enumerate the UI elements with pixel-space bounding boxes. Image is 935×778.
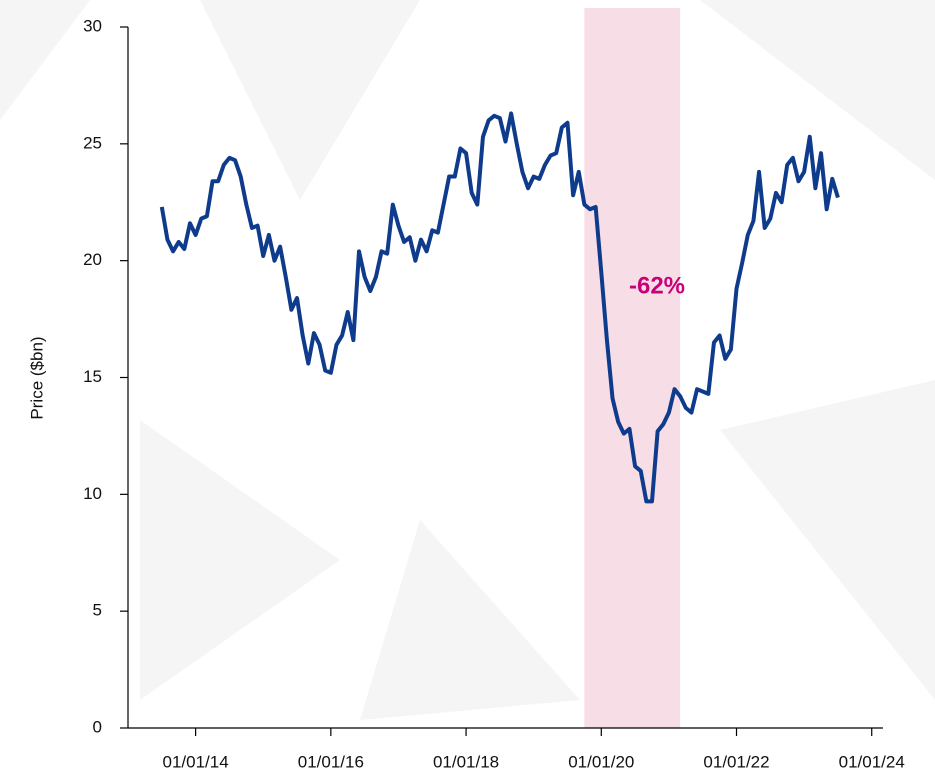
x-tick-label: 01/01/14 [163, 752, 229, 771]
y-tick-label: 25 [83, 133, 102, 152]
decor-shape [140, 420, 340, 700]
lines: -62% [159, 111, 840, 504]
x-tick-label: 01/01/20 [568, 752, 634, 771]
annotation: -62% [629, 272, 685, 299]
decor-shape [200, 0, 420, 200]
data-line [159, 111, 840, 504]
shaded-period [584, 8, 681, 728]
y-axis-label: Price ($bn) [27, 336, 46, 419]
axes: 0 5 10 15 20 25 30 01/01/14 01/01/16 01/01/18 01/0… [83, 16, 905, 771]
y-tick-label: 20 [83, 250, 102, 269]
x-tick-label: 01/01/16 [298, 752, 364, 771]
decor-shape [720, 380, 935, 700]
x-tick-label: 01/01/22 [703, 752, 769, 771]
y-tick-label: 0 [93, 717, 102, 736]
y-tick-label: 10 [83, 484, 102, 503]
y-tick-label: 5 [93, 601, 102, 620]
decor-shape [360, 520, 580, 720]
decor-shape [0, 0, 90, 120]
x-tick-label: 01/01/18 [433, 752, 499, 771]
x-tick-label: 01/01/24 [839, 752, 905, 771]
decor-shape [700, 0, 935, 180]
y-tick-label: 30 [83, 16, 102, 35]
shade-layer [584, 8, 681, 728]
background-decoration [0, 0, 935, 720]
y-tick-label: 15 [83, 367, 102, 386]
